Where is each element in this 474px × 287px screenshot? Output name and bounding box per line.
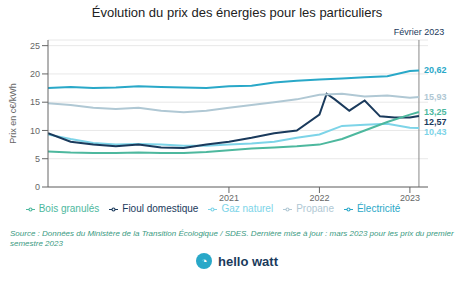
- svg-text:Prix en c€/kWh: Prix en c€/kWh: [8, 83, 18, 144]
- svg-text:15: 15: [30, 97, 40, 107]
- svg-text:25: 25: [30, 41, 40, 51]
- svg-text:12,57: 12,57: [424, 117, 447, 127]
- svg-text:10: 10: [30, 126, 40, 136]
- svg-text:20,62: 20,62: [424, 65, 447, 75]
- svg-text:0: 0: [35, 182, 40, 192]
- svg-text:5: 5: [35, 154, 40, 164]
- svg-text:10,43: 10,43: [424, 127, 447, 137]
- html-text:Source : Données du Ministère: Source : Données du Ministère de la Tran…: [10, 229, 454, 248]
- html-text:hello watt: hello watt: [218, 253, 278, 269]
- html-text:Fioul domestique: Fioul domestique: [122, 203, 199, 214]
- html-text:Évolution du prix des énergies: Évolution du prix des énergies pour les …: [91, 5, 383, 20]
- svg-text:15,93: 15,93: [424, 92, 447, 102]
- svg-text:2022: 2022: [309, 193, 329, 203]
- svg-text:13,25: 13,25: [424, 107, 447, 117]
- html-text:Gaz naturel: Gaz naturel: [221, 203, 274, 214]
- svg-text:2023: 2023: [400, 193, 420, 203]
- html-text:Bois granulés: Bois granulés: [38, 203, 100, 214]
- svg-text:2021: 2021: [219, 193, 239, 203]
- svg-text:Février 2023: Février 2023: [394, 27, 445, 37]
- svg-text:20: 20: [30, 69, 40, 79]
- html-text:Propane: Propane: [296, 203, 334, 214]
- html-text:Électricité: Électricité: [357, 203, 401, 214]
